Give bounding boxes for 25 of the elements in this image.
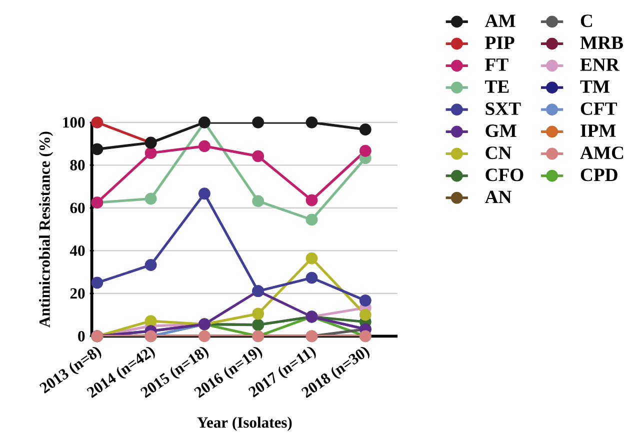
legend-label: CN (486, 146, 512, 160)
y-tick-label: 100 (63, 117, 85, 128)
x-axis-title: Year (Isolates) (197, 416, 292, 431)
y-tick-label: 40 (70, 245, 85, 256)
y-axis-title: Antimicrobial Resistance (%) (38, 132, 54, 328)
legend-label: MRB (580, 36, 623, 49)
y-tick-label: 60 (70, 202, 85, 214)
y-tick-label: 0 (78, 330, 85, 342)
legend-label: C (580, 14, 592, 28)
legend-label: ENR (580, 58, 620, 71)
legend-label: IPM (580, 124, 616, 137)
y-tick-label: 20 (70, 288, 85, 299)
legend-label: CFO (486, 168, 524, 182)
legend-label: SXT (486, 102, 521, 115)
legend-label: CPD (580, 168, 618, 182)
legend-label: CFT (580, 102, 617, 115)
legend-label: TM (580, 80, 610, 93)
legend-label: FT (485, 58, 508, 71)
legend-label: AM (484, 14, 516, 27)
legend-label: AN (484, 190, 512, 203)
y-tick-label: 80 (70, 160, 85, 170)
legend-label: TE (485, 80, 509, 93)
legend-label: GM (486, 124, 516, 137)
legend-label: PIP (485, 36, 514, 49)
legend-label: AMC (580, 146, 624, 160)
